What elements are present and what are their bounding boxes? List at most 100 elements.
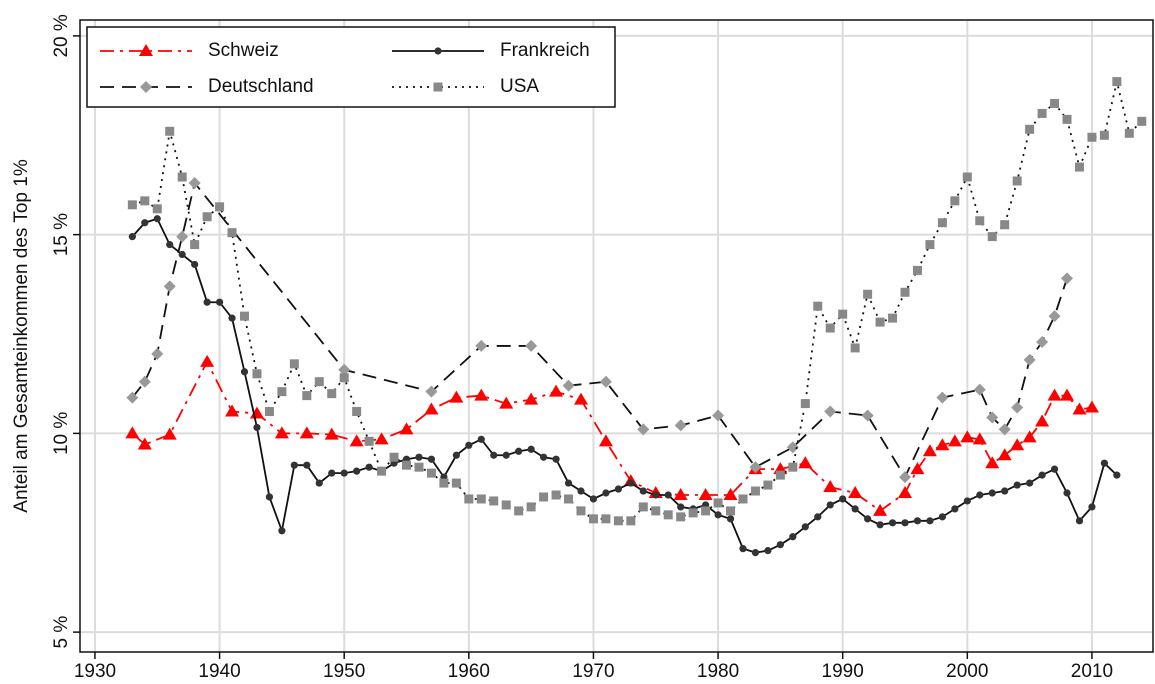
marker: [252, 369, 262, 379]
marker: [364, 436, 374, 446]
marker: [449, 390, 464, 403]
y-tick-label: 15 %: [51, 213, 72, 256]
marker: [577, 487, 585, 495]
marker: [639, 487, 647, 495]
marker: [1062, 114, 1072, 124]
marker: [599, 375, 612, 388]
marker: [402, 460, 412, 470]
series: [127, 77, 1147, 526]
marker: [1048, 310, 1061, 323]
marker: [274, 426, 289, 439]
marker: [1087, 132, 1097, 142]
marker: [151, 347, 164, 360]
marker: [987, 232, 997, 242]
marker: [514, 506, 524, 516]
marker: [1025, 124, 1035, 134]
marker: [922, 444, 937, 457]
marker: [851, 505, 859, 513]
marker: [203, 298, 211, 306]
marker: [875, 317, 885, 327]
marker: [200, 354, 215, 367]
x-tick-label: 1970: [572, 661, 614, 682]
marker: [302, 391, 312, 401]
marker: [749, 461, 762, 474]
marker: [1099, 130, 1109, 140]
x-tick-label: 1980: [697, 661, 739, 682]
marker: [139, 44, 153, 56]
legend-box: [86, 26, 616, 108]
x-tick-label: 1950: [323, 661, 365, 682]
marker: [1050, 465, 1059, 473]
marker: [651, 506, 661, 516]
marker: [638, 502, 648, 512]
marker: [951, 505, 959, 513]
series: [128, 215, 1121, 557]
marker: [434, 47, 442, 55]
marker: [972, 432, 987, 445]
marker: [1047, 388, 1062, 401]
legend-label: Deutschland: [208, 76, 314, 97]
marker: [1075, 517, 1084, 525]
marker: [901, 519, 909, 527]
marker: [1084, 400, 1099, 413]
marker: [299, 426, 314, 439]
marker: [823, 480, 838, 493]
marker: [673, 487, 688, 500]
y-tick-label: 5 %: [51, 616, 72, 649]
marker: [1063, 489, 1071, 497]
marker: [726, 506, 736, 516]
marker: [415, 453, 423, 461]
legend-label: USA: [500, 76, 539, 97]
legend-label: Frankreich: [500, 40, 590, 61]
marker: [960, 430, 975, 443]
marker: [627, 479, 635, 487]
marker: [850, 343, 860, 353]
marker: [789, 533, 797, 541]
marker: [539, 453, 548, 461]
marker: [798, 456, 813, 469]
marker: [474, 388, 489, 401]
marker: [839, 495, 847, 503]
marker: [677, 503, 685, 511]
marker: [499, 396, 514, 409]
y-axis-title: Anteil am Gesamteinkommen des Top 1%: [11, 159, 32, 513]
series: [126, 176, 1074, 484]
marker: [876, 521, 884, 529]
marker: [314, 377, 324, 387]
marker: [1001, 487, 1009, 495]
marker: [873, 503, 888, 516]
marker: [723, 487, 738, 500]
marker: [564, 494, 574, 504]
marker: [328, 469, 336, 477]
marker: [190, 240, 200, 250]
marker: [814, 513, 822, 521]
marker: [327, 389, 337, 399]
marker: [663, 510, 673, 520]
marker: [240, 368, 249, 376]
marker: [935, 438, 950, 451]
marker: [202, 212, 212, 222]
marker: [264, 407, 274, 417]
marker: [1050, 98, 1060, 108]
marker: [227, 228, 237, 238]
marker: [414, 462, 424, 472]
marker: [1026, 479, 1034, 487]
marker: [125, 426, 140, 439]
marker: [502, 451, 510, 459]
marker: [240, 311, 250, 321]
marker: [1088, 503, 1096, 511]
marker: [775, 470, 785, 480]
marker: [963, 497, 971, 505]
marker: [910, 462, 925, 475]
marker: [1137, 116, 1147, 126]
marker: [1036, 335, 1049, 348]
marker: [900, 287, 910, 297]
marker: [1113, 471, 1121, 479]
marker: [141, 219, 149, 227]
plot: [125, 77, 1147, 557]
marker: [1061, 272, 1074, 285]
marker: [477, 435, 485, 443]
marker: [714, 511, 722, 519]
marker: [997, 448, 1012, 461]
